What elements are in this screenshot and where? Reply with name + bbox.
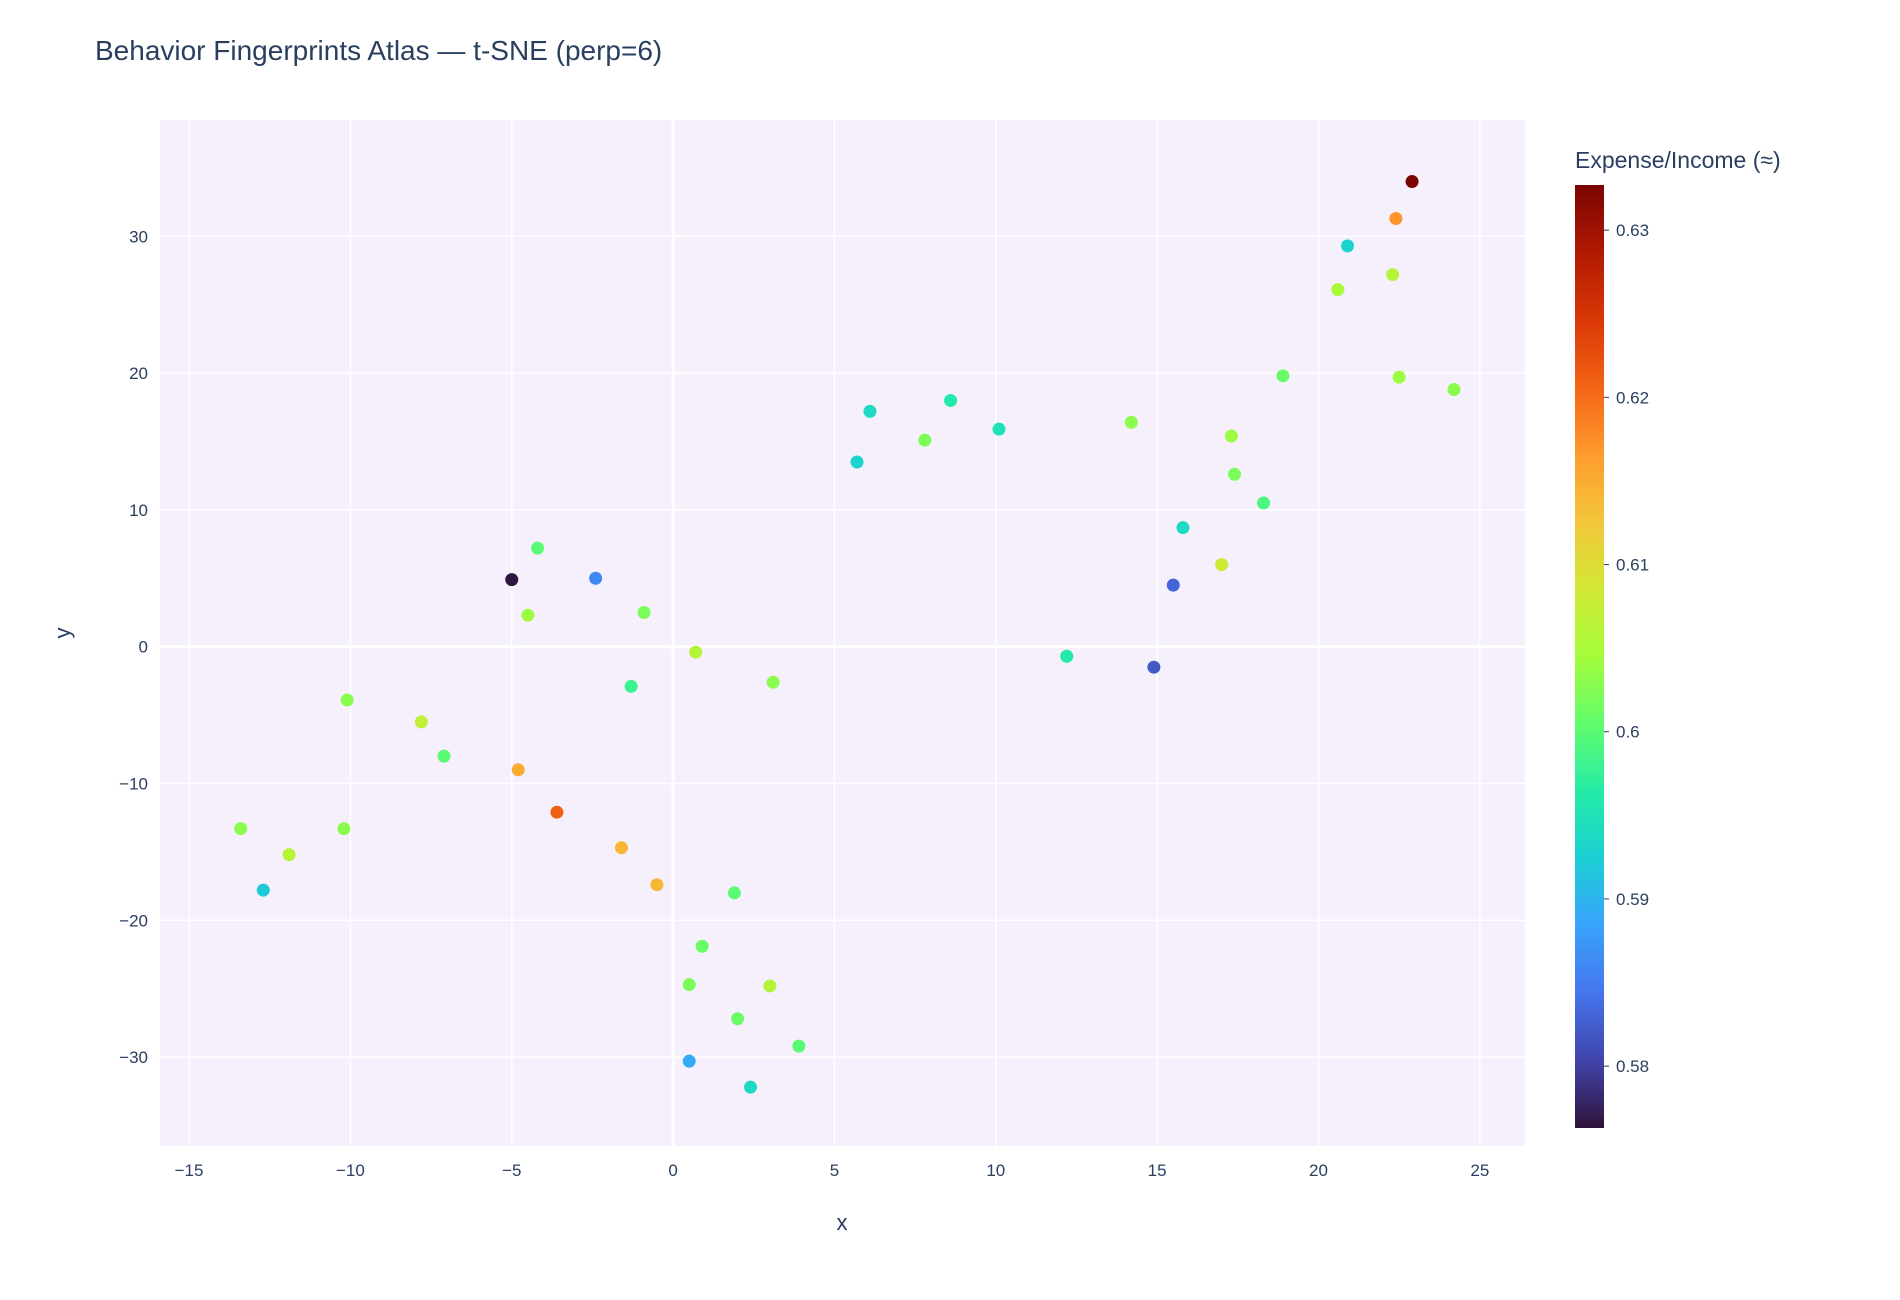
scatter-point [1405, 175, 1419, 189]
x-tick-label: 20 [1309, 1161, 1328, 1180]
scatter-point [850, 455, 864, 469]
x-tick-label: 25 [1470, 1161, 1489, 1180]
scatter-point [282, 848, 296, 862]
scatter-point [792, 1039, 806, 1053]
scatter-point [511, 763, 525, 777]
scatter-point [689, 645, 703, 659]
colorbar-tick-label: 0.6 [1616, 723, 1640, 742]
scatter-point [437, 749, 451, 763]
plot-area [160, 120, 1525, 1146]
scatter-point [682, 1054, 696, 1068]
scatter-point [340, 693, 354, 707]
scatter-point [682, 978, 696, 992]
scatter-point [1176, 521, 1190, 535]
scatter-point [521, 608, 535, 622]
y-tick-labels: −30 −20 −10 0 10 20 30 [119, 227, 148, 1067]
y-tick-label: −30 [119, 1048, 148, 1067]
scatter-point [1392, 370, 1406, 384]
x-tick-label: −5 [502, 1161, 521, 1180]
colorbar [1575, 185, 1604, 1128]
scatter-point [1147, 660, 1161, 674]
scatter-point [256, 883, 270, 897]
scatter-point [614, 841, 628, 855]
scatter-point [1215, 558, 1229, 572]
scatter-point [1341, 239, 1355, 253]
y-tick-label: 30 [129, 227, 148, 246]
scatter-point [650, 878, 664, 892]
x-tick-labels: −15 −10 −5 0 5 10 15 20 25 [175, 1161, 1490, 1180]
scatter-point [1166, 578, 1180, 592]
scatter-point [1257, 496, 1271, 510]
scatter-point [589, 571, 603, 585]
scatter-point [234, 822, 248, 836]
scatter-point [624, 679, 638, 693]
colorbar-tick-label: 0.62 [1616, 388, 1649, 407]
scatter-point [744, 1080, 758, 1094]
scatter-point [1228, 467, 1242, 481]
grid-layer [160, 120, 1525, 1146]
scatter-point [1276, 369, 1290, 383]
scatter-point [505, 573, 519, 587]
scatter-point [550, 805, 564, 819]
scatter-point [337, 822, 351, 836]
scatter-point [1447, 382, 1461, 396]
y-tick-label: −10 [119, 774, 148, 793]
scatter-point [1386, 268, 1400, 282]
scatter-point [1224, 429, 1238, 443]
scatter-point [531, 541, 545, 555]
scatter-point [863, 404, 877, 418]
colorbar-tick-label: 0.58 [1616, 1057, 1649, 1076]
y-tick-label: −20 [119, 911, 148, 930]
scatter-point [731, 1012, 745, 1026]
y-tick-label: 10 [129, 501, 148, 520]
scatter-point [766, 675, 780, 689]
scatter-point [727, 886, 741, 900]
colorbar-tick-label: 0.61 [1616, 556, 1649, 575]
scatter-point [992, 422, 1006, 436]
y-axis-title: y [50, 628, 75, 639]
colorbar-tick-labels: 0.58 0.59 0.6 0.61 0.62 0.63 [1604, 221, 1649, 1076]
y-tick-label: 0 [139, 638, 148, 657]
colorbar-tick-label: 0.59 [1616, 890, 1649, 909]
x-tick-label: 10 [986, 1161, 1005, 1180]
chart-title: Behavior Fingerprints Atlas — t-SNE (per… [95, 35, 662, 66]
x-axis-title: x [837, 1210, 848, 1235]
x-tick-label: 5 [830, 1161, 839, 1180]
scatter-point [637, 605, 651, 619]
colorbar-title: Expense/Income (≈) [1575, 147, 1781, 173]
x-tick-label: 15 [1148, 1161, 1167, 1180]
scatter-point [1124, 415, 1138, 429]
points-layer [234, 175, 1461, 1094]
colorbar-tick-label: 0.63 [1616, 221, 1649, 240]
x-tick-label: 0 [668, 1161, 677, 1180]
scatter-point [695, 939, 709, 953]
y-tick-label: 20 [129, 364, 148, 383]
scatter-point [763, 979, 777, 993]
x-tick-label: −15 [175, 1161, 204, 1180]
scatter-point [414, 715, 428, 729]
scatter-point [1389, 211, 1403, 225]
scatter-point [918, 433, 932, 447]
scatter-point [944, 393, 958, 407]
scatter-point [1331, 283, 1345, 297]
scatter-point [1060, 649, 1074, 663]
x-tick-label: −10 [336, 1161, 365, 1180]
